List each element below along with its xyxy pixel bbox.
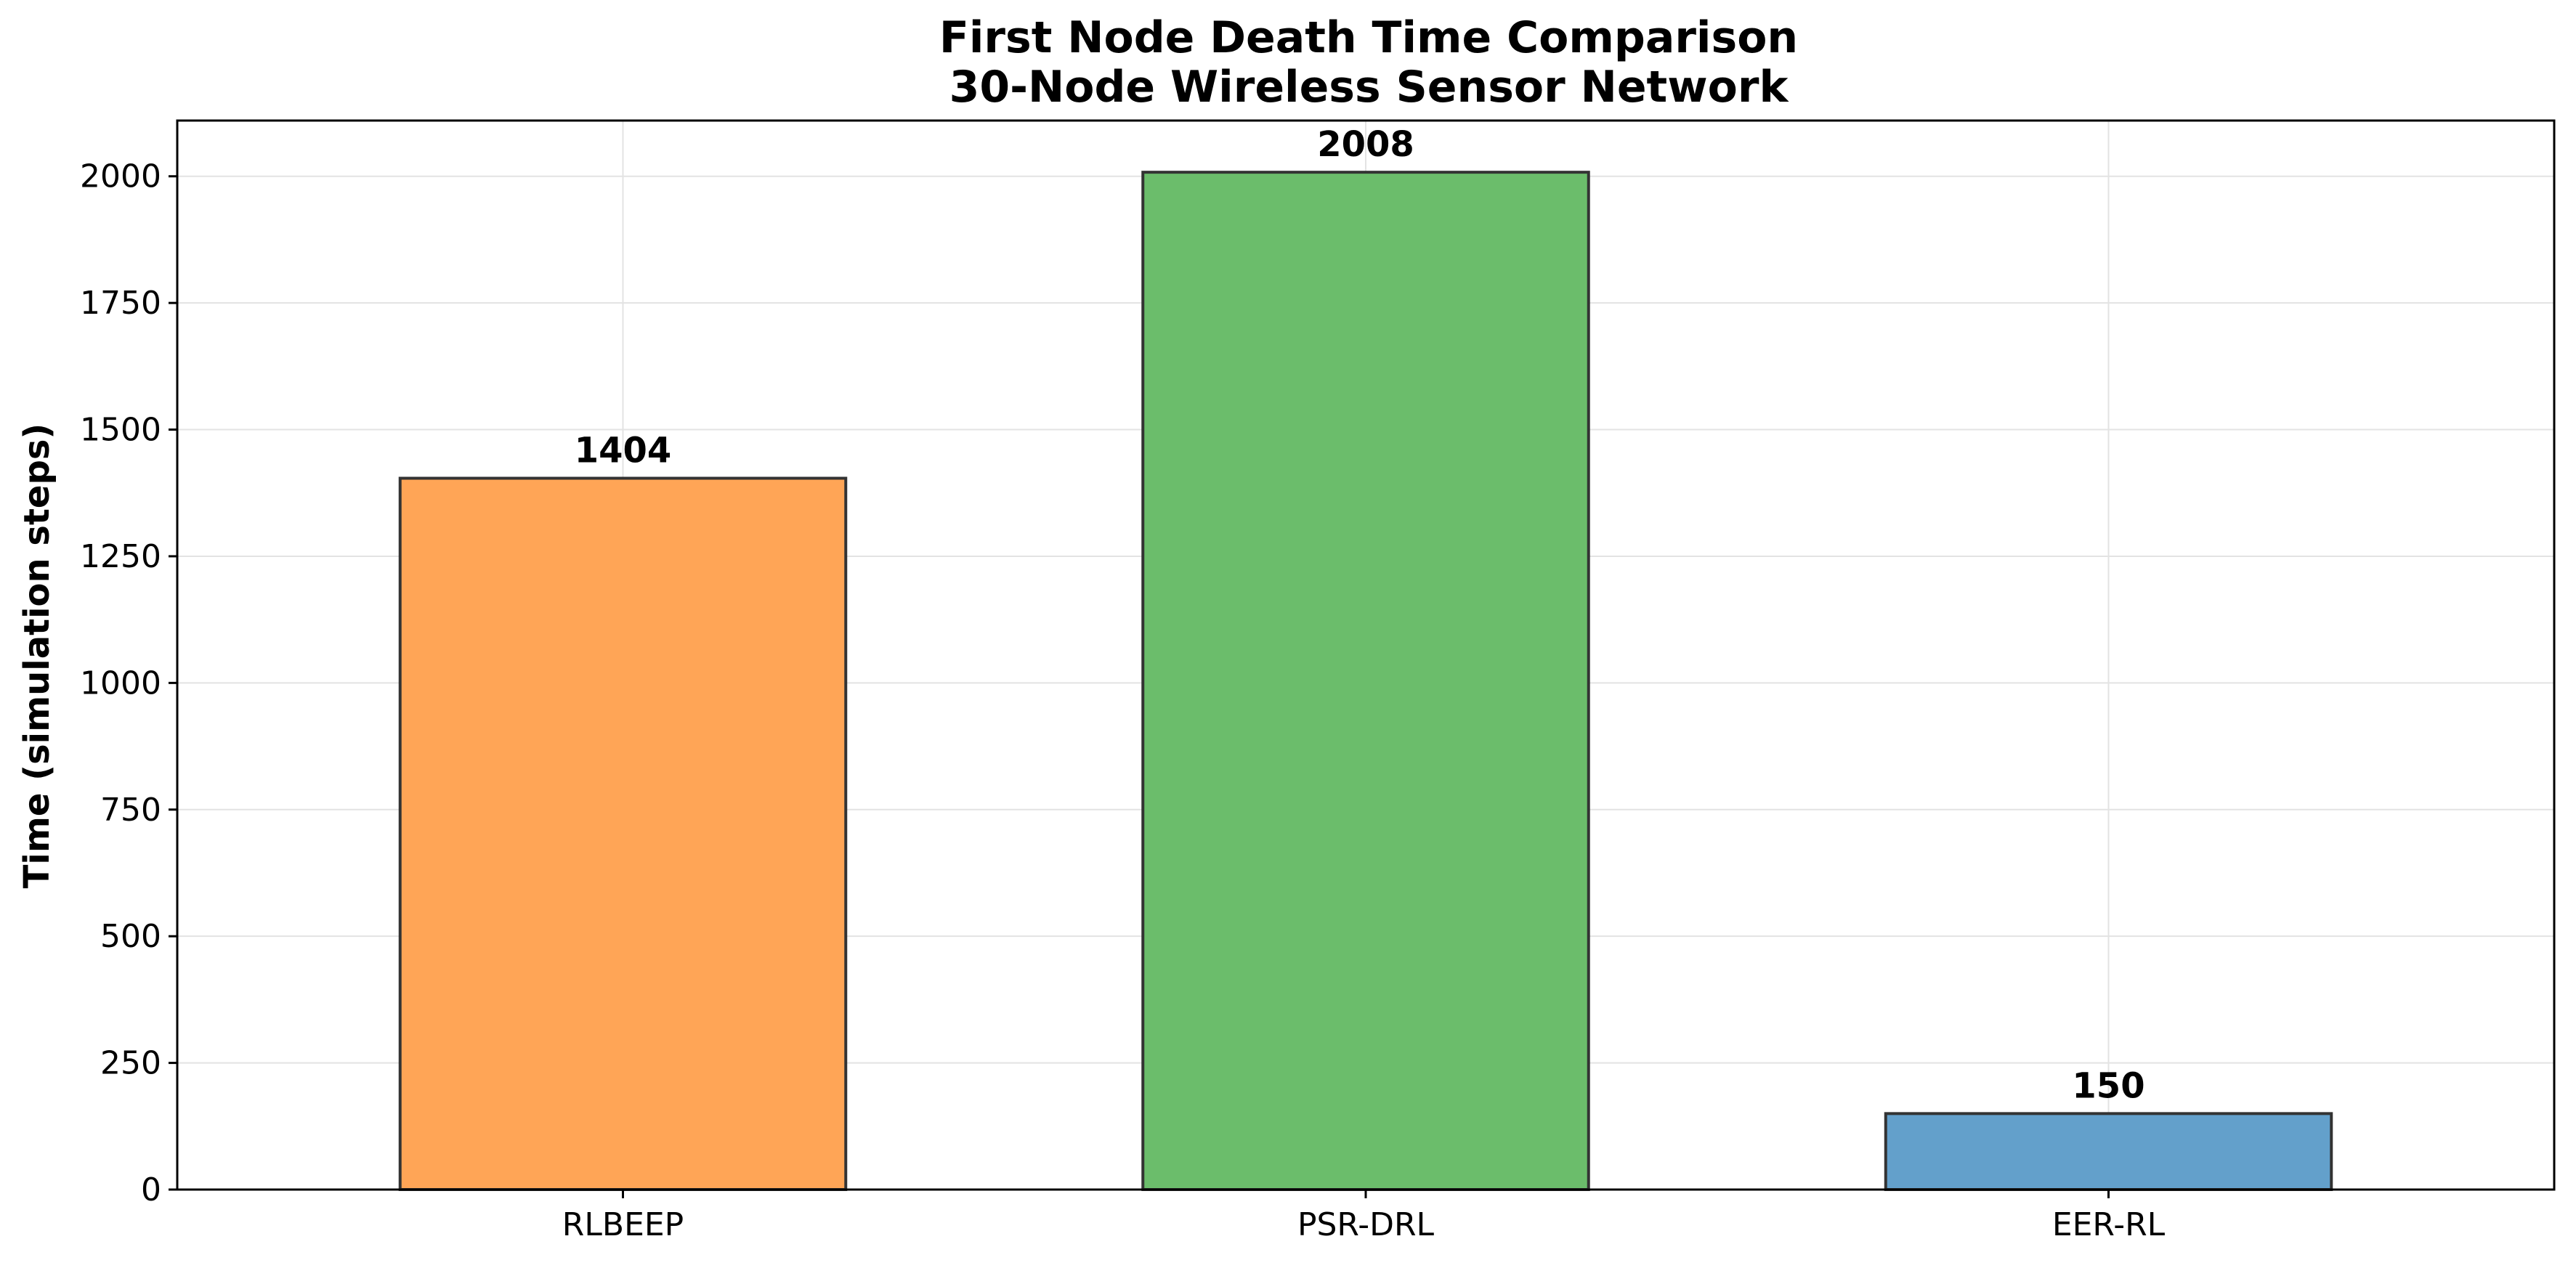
y-axis-ticks: 0 250 500 750 1000 1250 1500 1750 2000	[80, 158, 177, 1208]
bar-psr-drl	[1141, 171, 1590, 1191]
value-label-rlbeep: 1404	[575, 431, 672, 471]
y-tick-label: 0	[141, 1171, 161, 1208]
value-label-eer-rl: 150	[2072, 1065, 2144, 1106]
y-tick-label: 1250	[80, 538, 161, 575]
value-label-psr-drl: 2008	[1317, 124, 1414, 165]
bars	[398, 171, 2333, 1192]
y-tick-label: 2000	[80, 158, 161, 195]
x-axis-ticks: RLBEEP PSR-DRL EER-RL	[562, 1190, 2166, 1243]
y-tick-label: 1000	[80, 665, 161, 702]
y-tick-label: 1750	[80, 285, 161, 322]
value-labels: 1404 2008 150	[575, 124, 2145, 1106]
bar-rlbeep	[398, 476, 848, 1191]
chart-title: First Node Death Time Comparison	[939, 12, 1798, 63]
x-tick-label-rlbeep: RLBEEP	[562, 1206, 684, 1243]
y-tick-label: 750	[100, 792, 161, 829]
bar-eer-rl	[1884, 1112, 2333, 1192]
y-axis-label: Time (simulation steps)	[17, 423, 57, 889]
y-tick-label: 1500	[80, 412, 161, 449]
x-tick-label-eer-rl: EER-RL	[2052, 1206, 2166, 1243]
x-tick-label-psr-drl: PSR-DRL	[1297, 1206, 1435, 1243]
y-tick-label: 500	[100, 918, 161, 955]
y-tick-label: 250	[100, 1045, 161, 1082]
chart-subtitle: 30-Node Wireless Sensor Network	[949, 62, 1790, 113]
